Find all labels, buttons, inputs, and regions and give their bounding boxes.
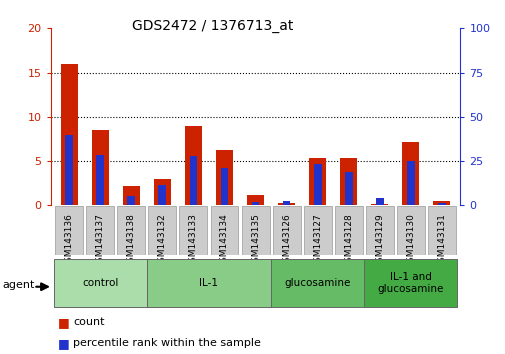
Text: GSM143129: GSM143129 bbox=[375, 213, 383, 268]
Bar bbox=[406, 161, 414, 205]
Text: GSM143130: GSM143130 bbox=[406, 213, 415, 268]
Bar bbox=[184, 126, 201, 205]
Text: count: count bbox=[73, 317, 105, 327]
FancyBboxPatch shape bbox=[54, 259, 146, 307]
FancyBboxPatch shape bbox=[271, 259, 364, 307]
Text: ■: ■ bbox=[58, 337, 70, 350]
Bar bbox=[437, 202, 445, 205]
Bar bbox=[371, 204, 387, 205]
Bar bbox=[65, 135, 73, 205]
FancyBboxPatch shape bbox=[210, 206, 238, 255]
Text: GSM143126: GSM143126 bbox=[281, 213, 290, 268]
Text: GSM143134: GSM143134 bbox=[220, 213, 229, 268]
Bar bbox=[61, 64, 78, 205]
Text: GSM143133: GSM143133 bbox=[188, 213, 197, 268]
Bar bbox=[220, 168, 228, 205]
Bar bbox=[127, 195, 135, 205]
FancyBboxPatch shape bbox=[303, 206, 331, 255]
Bar bbox=[216, 150, 233, 205]
Bar bbox=[277, 202, 294, 205]
FancyBboxPatch shape bbox=[86, 206, 114, 255]
Bar bbox=[375, 198, 383, 205]
Text: GSM143132: GSM143132 bbox=[158, 213, 167, 268]
Text: GSM143131: GSM143131 bbox=[436, 213, 445, 268]
Bar bbox=[401, 142, 419, 205]
FancyBboxPatch shape bbox=[146, 259, 271, 307]
Bar bbox=[123, 186, 139, 205]
FancyBboxPatch shape bbox=[241, 206, 269, 255]
Bar bbox=[251, 202, 259, 205]
Text: GSM143128: GSM143128 bbox=[343, 213, 352, 268]
FancyBboxPatch shape bbox=[396, 206, 424, 255]
Bar bbox=[154, 179, 171, 205]
Text: GDS2472 / 1376713_at: GDS2472 / 1376713_at bbox=[132, 19, 292, 34]
Bar bbox=[339, 159, 357, 205]
Text: GSM143136: GSM143136 bbox=[65, 213, 74, 268]
Bar bbox=[189, 156, 197, 205]
FancyBboxPatch shape bbox=[179, 206, 207, 255]
Bar bbox=[96, 155, 104, 205]
FancyBboxPatch shape bbox=[272, 206, 300, 255]
Text: percentile rank within the sample: percentile rank within the sample bbox=[73, 338, 261, 348]
Bar bbox=[309, 159, 326, 205]
Bar bbox=[282, 201, 290, 205]
Bar bbox=[246, 195, 264, 205]
Bar bbox=[344, 172, 352, 205]
Text: ■: ■ bbox=[58, 316, 70, 329]
Text: GSM143138: GSM143138 bbox=[127, 213, 135, 268]
Text: agent: agent bbox=[3, 280, 35, 290]
Text: GSM143127: GSM143127 bbox=[313, 213, 322, 268]
Text: IL-1 and
glucosamine: IL-1 and glucosamine bbox=[377, 272, 443, 294]
FancyBboxPatch shape bbox=[55, 206, 83, 255]
FancyBboxPatch shape bbox=[334, 206, 362, 255]
Text: GSM143137: GSM143137 bbox=[95, 213, 105, 268]
Bar bbox=[313, 164, 321, 205]
FancyBboxPatch shape bbox=[148, 206, 176, 255]
FancyBboxPatch shape bbox=[365, 206, 393, 255]
Bar bbox=[432, 201, 449, 205]
Text: glucosamine: glucosamine bbox=[284, 278, 350, 288]
Text: IL-1: IL-1 bbox=[199, 278, 218, 288]
FancyBboxPatch shape bbox=[117, 206, 145, 255]
FancyBboxPatch shape bbox=[364, 259, 457, 307]
Text: control: control bbox=[82, 278, 118, 288]
FancyBboxPatch shape bbox=[427, 206, 455, 255]
Bar bbox=[91, 130, 109, 205]
Text: GSM143135: GSM143135 bbox=[250, 213, 260, 268]
Bar bbox=[158, 185, 166, 205]
